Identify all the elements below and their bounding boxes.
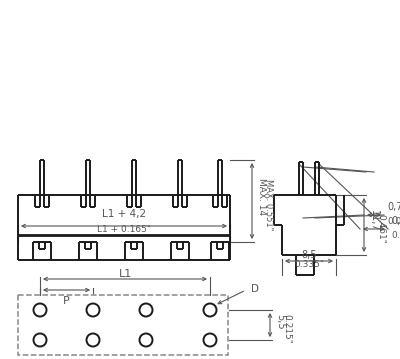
- Text: 11,7: 11,7: [369, 210, 379, 232]
- Text: 0.03": 0.03": [387, 217, 400, 226]
- Text: L1: L1: [118, 269, 132, 279]
- Text: 0.215": 0.215": [282, 314, 291, 344]
- Bar: [18, 295, 228, 355]
- Text: P: P: [63, 296, 70, 306]
- Text: L1 + 4,2: L1 + 4,2: [102, 209, 146, 219]
- Text: 0.335": 0.335": [294, 260, 324, 269]
- Text: 8,5: 8,5: [301, 250, 317, 260]
- Text: 0.461": 0.461": [376, 214, 385, 244]
- Text: 0.035": 0.035": [391, 231, 400, 240]
- Text: L1 + 0.165": L1 + 0.165": [97, 225, 151, 234]
- Text: 0,9: 0,9: [391, 216, 400, 226]
- Text: 0,7: 0,7: [387, 202, 400, 212]
- Text: 5,5: 5,5: [275, 314, 285, 330]
- Text: MAX. 14: MAX. 14: [257, 178, 266, 215]
- Text: MAX. 0.551": MAX. 0.551": [264, 179, 273, 231]
- Text: D: D: [251, 284, 259, 294]
